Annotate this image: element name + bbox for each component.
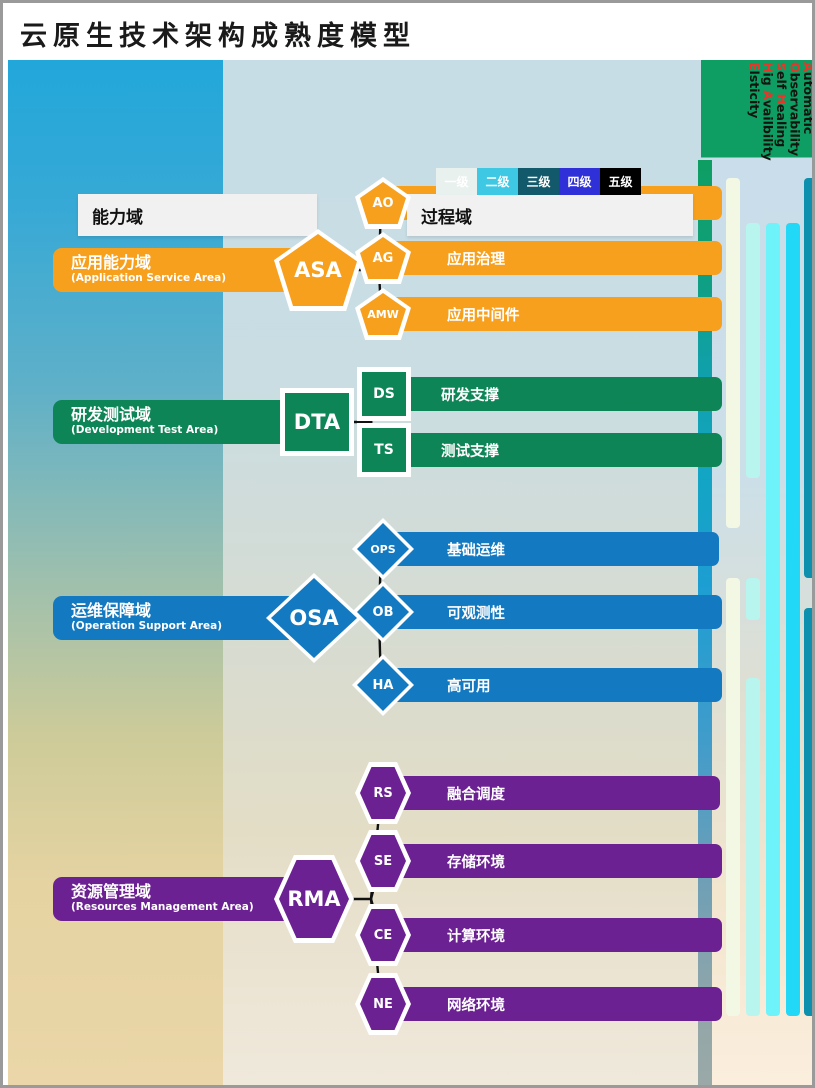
process-label-ts: 测试支撑 [441,443,499,460]
process-badge-label-amw: AMW [367,307,399,321]
process-label-ds: 研发支撑 [441,387,499,404]
process-bar-asa-amw[interactable]: 应用中间件 [389,297,722,331]
process-label-ha: 高可用 [447,678,491,695]
domain-bar-rma[interactable]: 资源管理域 (Resources Management Area) [53,877,320,921]
process-panel-label: 过程域 [421,207,472,228]
level-tab-3[interactable]: 三级 [518,168,559,195]
process-badge-label-ha: HA [372,677,394,693]
process-badge-label-ao: AO [372,195,394,211]
domain-name-cn-dta: 研发测试域 [71,405,152,425]
process-bar-osa-ha[interactable]: 高可用 [389,668,722,702]
domain-name-en-dta: (Development Test Area) [71,424,219,437]
process-bar-dta-ds[interactable]: 研发支撑 [389,377,722,411]
capability-word-automatic: Automatic [801,62,813,135]
domain-name-cn-rma: 资源管理域 [71,882,152,902]
process-badge-label-ob: OB [372,604,394,620]
capability-domain-panel: 能力域 [78,194,317,236]
capability-word-elasticity: Elsticity [747,62,762,119]
page-title: 云原生技术架构成熟度模型 [20,21,416,52]
domain-name-en-osa: (Operation Support Area) [71,620,223,633]
level-column-3 [766,223,780,1016]
process-bar-rma-ne[interactable]: 网络环境 [389,987,722,1021]
process-badge-label-ts: TS [374,442,394,458]
process-badge-ts[interactable]: TS [362,428,406,472]
process-label-amw: 应用中间件 [447,307,520,324]
capability-word-observability: Observability [787,62,803,157]
process-bar-rma-rs[interactable]: 融合调度 [389,776,720,810]
process-badge-label-se: SE [373,853,393,869]
level-tab-4[interactable]: 四级 [559,168,600,195]
level-tab-1[interactable]: 一级 [436,168,477,195]
domain-hub-dta[interactable]: DTA [285,393,349,451]
domain-bar-dta[interactable]: 研发测试域 (Development Test Area) [53,400,323,444]
capability-word-self-healing: Self Healing [774,62,789,148]
diagram-canvas: Automatic Observability Self Healing Hig… [8,60,813,1085]
process-badge-ds[interactable]: DS [362,372,406,416]
process-label-ne: 网络环境 [447,997,505,1014]
domain-name-en-rma: (Resources Management Area) [71,901,254,914]
capability-word-high-availability: Hig Availbility [760,62,776,161]
level-tab-2[interactable]: 二级 [477,168,518,195]
process-domain-panel: 过程域 [407,194,693,236]
domain-name-cn-osa: 运维保障域 [71,601,152,621]
level-column-1 [726,178,740,528]
capability-panel-label: 能力域 [92,207,143,228]
process-badge-label-ds: DS [373,386,395,402]
process-label-se: 存储环境 [447,854,505,871]
domain-name-en-asa: (Application Service Area) [71,272,227,285]
domain-hub-label-rma: RMA [287,887,341,911]
domain-hub-label-asa: ASA [294,258,342,282]
domain-name-cn-asa: 应用能力域 [71,253,152,273]
level-legend-tabs: 一级 二级 三级 四级 五级 [436,168,641,195]
process-label-ce: 计算环境 [447,928,505,945]
process-badge-label-ne: NE [373,996,393,1012]
process-badge-label-rs: RS [373,785,393,801]
process-badge-label-ce: CE [373,927,393,943]
level-column-1-seg2 [726,578,740,1016]
level-column-5-seg2 [804,608,812,1016]
process-bar-rma-ce[interactable]: 计算环境 [389,918,722,952]
process-badge-label-ops: OPS [370,542,396,556]
level-tab-5[interactable]: 五级 [600,168,641,195]
level-column-2 [746,223,760,478]
process-bar-asa-ag[interactable]: 应用治理 [389,241,722,275]
level-column-5 [804,178,812,578]
level-column-4 [786,223,800,1016]
process-label-rs: 融合调度 [447,786,505,803]
process-bar-dta-ts[interactable]: 测试支撑 [389,433,722,467]
process-badge-label-ag: AG [372,250,394,266]
process-label-ag: 应用治理 [447,251,505,268]
domain-hub-label-osa: OSA [289,606,339,630]
title-bar: 云原生技术架构成熟度模型 [6,6,812,58]
domain-hub-label-dta: DTA [293,410,341,434]
capability-words-group: Automatic Observability Self Healing Hig… [714,62,813,161]
process-bar-rma-se[interactable]: 存储环境 [389,844,722,878]
process-bar-osa-ops[interactable]: 基础运维 [389,532,719,566]
level-column-2-seg2 [746,578,760,620]
level-column-2-seg3 [746,678,760,1016]
process-label-ob: 可观测性 [447,605,505,622]
process-label-ops: 基础运维 [447,542,505,559]
process-bar-osa-ob[interactable]: 可观测性 [389,595,722,629]
